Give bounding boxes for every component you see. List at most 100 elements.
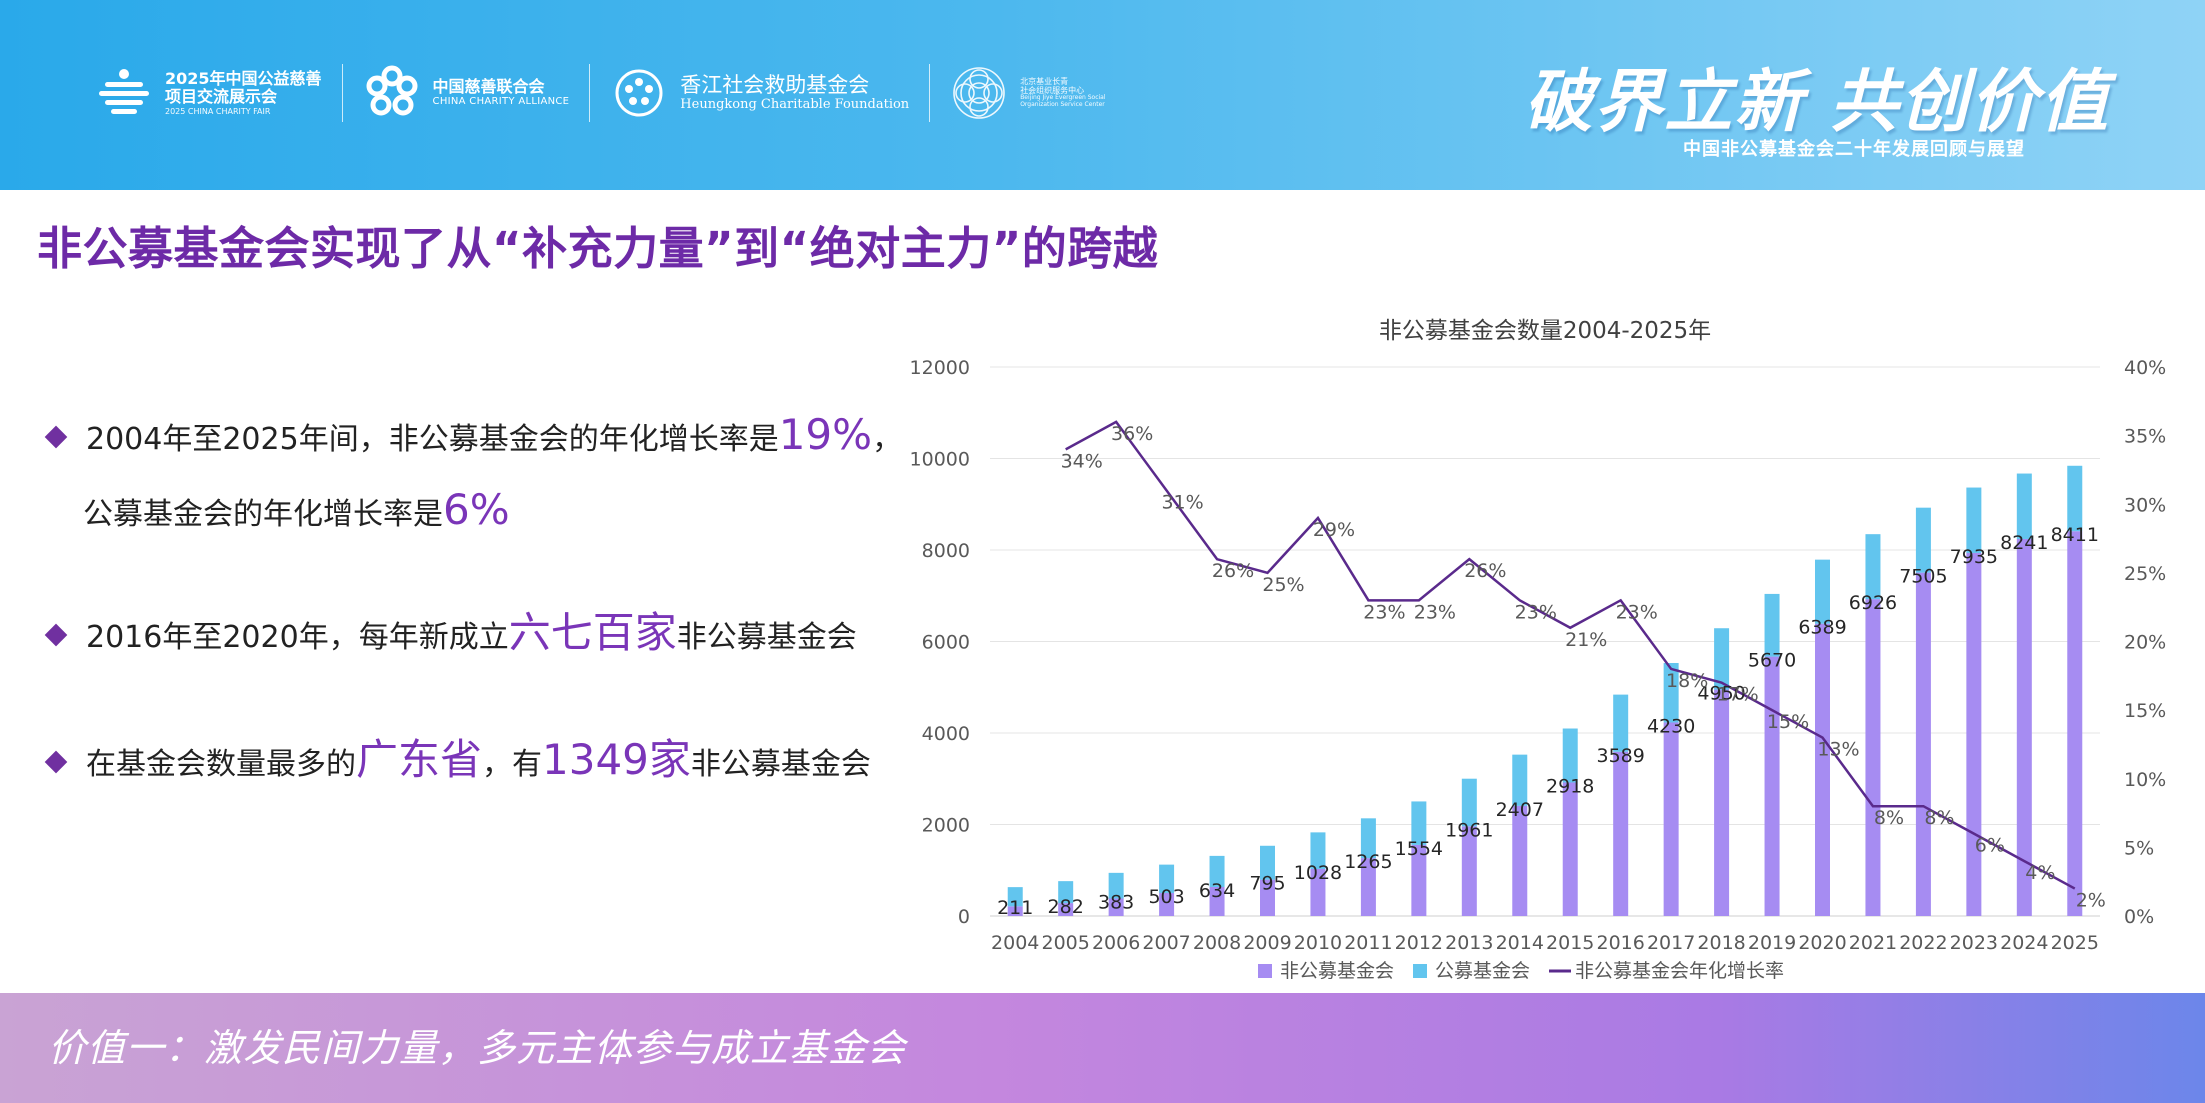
x-axis-tick-label: 2008 <box>1193 932 1241 954</box>
x-axis-tick-label: 2019 <box>1748 932 1796 954</box>
bar-segment-nonpublic <box>1562 782 1578 916</box>
line-data-label: 23% <box>1363 601 1405 623</box>
bullet-text: ，有 <box>482 747 543 782</box>
bar-data-label: 6926 <box>1849 592 1897 614</box>
bar-data-label: 3589 <box>1597 745 1645 767</box>
bar-segment-nonpublic <box>1360 858 1376 916</box>
charity-fair-logo: 2025年中国公益慈善 项目交流展示会 2025 CHINA CHARITY F… <box>95 64 322 122</box>
bar-segment-nonpublic <box>1461 826 1477 916</box>
bar-segment-public <box>1663 663 1679 723</box>
bar-data-label: 2407 <box>1496 799 1544 821</box>
bar-segment-public <box>1260 845 1275 880</box>
bar-data-label: 8411 <box>2051 524 2099 546</box>
logo-text-sub: 2025 CHINA CHARITY FAIR <box>165 106 271 116</box>
bullet-item: 2016年至2020年，每年新成立六七百家非公募基金会 <box>44 598 905 673</box>
x-axis-tick-label: 2006 <box>1092 932 1140 954</box>
line-data-label: 29% <box>1313 519 1355 541</box>
bar-segment-public <box>1310 832 1326 869</box>
bar-segment-public <box>1512 754 1528 806</box>
logo-text-sub: CHINA CHARITY ALLIANCE <box>432 96 570 108</box>
y-axis-right-tick-label: 20% <box>2124 632 2166 654</box>
jiye-center-logo: 北京基业长青 社会组织服务中心 Beijing Jiye Evergreen S… <box>950 64 1140 122</box>
y-axis-right-tick-label: 5% <box>2124 837 2154 859</box>
bar-data-label: 503 <box>1148 886 1184 908</box>
bar-segment-nonpublic <box>1411 844 1427 916</box>
logo-text-sub: Beijing Jiye Evergreen Social Organizati… <box>1020 94 1106 109</box>
logo-divider <box>341 64 343 122</box>
y-axis-left-tick-label: 0 <box>958 906 970 928</box>
x-axis-tick-label: 2005 <box>1042 932 1090 954</box>
y-axis-right-tick-label: 40% <box>2124 357 2166 379</box>
line-data-label: 13% <box>1817 739 1859 761</box>
line-data-label: 15% <box>1767 711 1809 733</box>
line-data-label: 36% <box>1111 423 1153 445</box>
y-axis-right-tick-label: 15% <box>2124 700 2166 722</box>
bullet-text: 2016年至2020年，每年新成立 <box>86 620 509 655</box>
legend-label: 非公募基金会年化增长率 <box>1575 960 1784 982</box>
logo-text-main: 北京基业长青 <box>1020 76 1069 86</box>
legend-swatch <box>1413 964 1427 978</box>
bar-segment-nonpublic <box>1007 906 1023 916</box>
bar-segment-nonpublic <box>1663 722 1679 916</box>
bar-data-label: 1028 <box>1294 862 1342 884</box>
bar-segment-nonpublic <box>2016 538 2032 916</box>
bar-segment-public <box>1209 855 1225 887</box>
bar-segment-nonpublic <box>1058 903 1074 916</box>
y-axis-right-tick-label: 35% <box>2124 426 2166 448</box>
x-axis-tick-label: 2012 <box>1395 932 1443 954</box>
x-axis-tick-label: 2010 <box>1294 932 1342 954</box>
bullet-text: 2004年至2025年间，非公募基金会的年化增长率是 <box>86 422 779 457</box>
bar-segment-public <box>2016 473 2032 539</box>
logo-strip: 2025年中国公益慈善 项目交流展示会 2025 CHINA CHARITY F… <box>95 58 1140 128</box>
y-axis-left-tick-label: 8000 <box>922 540 970 562</box>
x-axis-tick-label: 2016 <box>1597 932 1645 954</box>
bar-segment-nonpublic <box>1865 599 1881 916</box>
logo-text-main-2: 项目交流展示会 <box>165 87 278 107</box>
logo-text-main: 2025年中国公益慈善 <box>165 69 322 89</box>
x-axis-tick-label: 2023 <box>1950 932 1998 954</box>
line-data-label: 26% <box>1464 560 1506 582</box>
bar-data-label: 2918 <box>1546 776 1594 798</box>
page-title: 非公募基金会实现了从“补充力量”到“绝对主力”的跨越 <box>37 222 1159 275</box>
bar-segment-public <box>1058 881 1074 904</box>
bar-segment-public <box>2067 465 2083 532</box>
slogan-subtitle: 中国非公募基金会二十年发展回顾与展望 <box>1683 139 2025 160</box>
bar-segment-nonpublic <box>1260 879 1275 916</box>
line-data-label: 31% <box>1161 492 1203 514</box>
bar-segment-public <box>1815 559 1830 624</box>
bullet-highlight: 广东省 <box>356 735 483 784</box>
line-data-label: 8% <box>1924 807 1954 829</box>
china-charity-alliance-logo: 中国慈善联合会 CHINA CHARITY ALLIANCE <box>363 64 570 122</box>
y-axis-left-tick-label: 12000 <box>910 357 970 379</box>
bullet-text: 在基金会数量最多的 <box>86 747 356 782</box>
bar-segment-public <box>1915 507 1931 573</box>
y-axis-left-tick-label: 4000 <box>922 723 970 745</box>
bar-segment-nonpublic <box>1966 552 1982 916</box>
bar-segment-nonpublic <box>1159 892 1175 916</box>
bullet-highlight: 1349家 <box>542 735 691 784</box>
growth-rate-line <box>1065 420 2076 890</box>
bar-segment-nonpublic <box>1764 656 1780 916</box>
line-data-label: 26% <box>1212 560 1254 582</box>
slogan: 破界立新 共创价值 <box>1524 62 2110 142</box>
x-axis-tick-label: 2017 <box>1647 932 1695 954</box>
header-banner: 2025年中国公益慈善 项目交流展示会 2025 CHINA CHARITY F… <box>0 0 2205 190</box>
bar-segment-public <box>1562 728 1578 783</box>
y-axis-left-tick-label: 6000 <box>922 632 970 654</box>
bar-data-label: 211 <box>997 897 1033 919</box>
bullet-highlight: 19% <box>778 410 873 459</box>
x-axis-tick-label: 2007 <box>1142 932 1190 954</box>
bar-data-label: 6389 <box>1798 617 1846 639</box>
bar-segment-public <box>1613 694 1629 752</box>
bullet-text: ， <box>872 422 903 457</box>
line-data-label: 21% <box>1565 629 1607 651</box>
bar-segment-nonpublic <box>1714 689 1730 916</box>
bar-data-label: 1961 <box>1445 819 1493 841</box>
bar-segment-public <box>1411 801 1427 845</box>
bar-segment-public <box>1764 593 1780 657</box>
line-data-label: 8% <box>1874 807 1904 829</box>
x-axis-tick-label: 2004 <box>991 932 1039 954</box>
y-axis-left-tick-label: 10000 <box>910 449 970 471</box>
x-axis-tick-label: 2014 <box>1496 932 1544 954</box>
line-data-label: 23% <box>1616 601 1658 623</box>
